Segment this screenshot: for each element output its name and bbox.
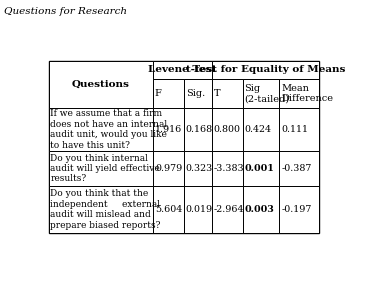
Bar: [243, 108, 279, 151]
Bar: [279, 79, 319, 108]
Text: If we assume that a firm
does not have an internal
audit unit, would you like
to: If we assume that a firm does not have a…: [50, 109, 168, 149]
Bar: [49, 108, 153, 151]
Text: Questions for Research: Questions for Research: [4, 7, 127, 16]
Text: Questions: Questions: [72, 80, 130, 89]
Text: 0.979: 0.979: [155, 164, 182, 173]
Bar: [49, 151, 153, 186]
Text: 0.323: 0.323: [186, 164, 213, 173]
Bar: [153, 151, 184, 186]
Text: Levene Test: Levene Test: [149, 65, 216, 74]
Text: 0.019: 0.019: [186, 205, 213, 214]
Text: T: T: [214, 89, 220, 98]
Bar: [279, 108, 319, 151]
Bar: [153, 61, 212, 79]
Text: 0.111: 0.111: [281, 125, 308, 134]
Text: 5.604: 5.604: [155, 205, 182, 214]
Bar: [184, 79, 212, 108]
Bar: [279, 186, 319, 233]
Text: Do you think internal
audit will yield effective
results?: Do you think internal audit will yield e…: [50, 153, 160, 183]
Bar: [212, 79, 243, 108]
Bar: [184, 151, 212, 186]
Text: Sig.: Sig.: [186, 89, 205, 98]
Bar: [49, 61, 319, 233]
Text: Sig
(2-tailed): Sig (2-tailed): [244, 84, 290, 103]
Text: 1.916: 1.916: [155, 125, 182, 134]
Bar: [243, 151, 279, 186]
Bar: [243, 186, 279, 233]
Text: -3.383: -3.383: [214, 164, 244, 173]
Text: 0.168: 0.168: [186, 125, 213, 134]
Bar: [49, 186, 153, 233]
Bar: [153, 79, 184, 108]
Bar: [212, 151, 243, 186]
Bar: [184, 108, 212, 151]
Text: t-test for Equality of Means: t-test for Equality of Means: [186, 65, 345, 74]
Bar: [212, 61, 319, 79]
Text: 0.800: 0.800: [214, 125, 241, 134]
Bar: [184, 186, 212, 233]
Bar: [49, 61, 153, 108]
Text: 0.001: 0.001: [244, 164, 274, 173]
Text: Mean
Difference: Mean Difference: [281, 84, 333, 103]
Bar: [212, 186, 243, 233]
Text: F: F: [155, 89, 162, 98]
Bar: [153, 108, 184, 151]
Text: -2.964: -2.964: [214, 205, 244, 214]
Text: -0.387: -0.387: [281, 164, 312, 173]
Text: -0.197: -0.197: [281, 205, 312, 214]
Text: Do you think that the
independent     external
audit will mislead and
prepare bi: Do you think that the independent extern…: [50, 189, 161, 230]
Bar: [153, 186, 184, 233]
Bar: [279, 151, 319, 186]
Bar: [212, 108, 243, 151]
Text: 0.003: 0.003: [244, 205, 274, 214]
Text: 0.424: 0.424: [244, 125, 271, 134]
Bar: [243, 79, 279, 108]
